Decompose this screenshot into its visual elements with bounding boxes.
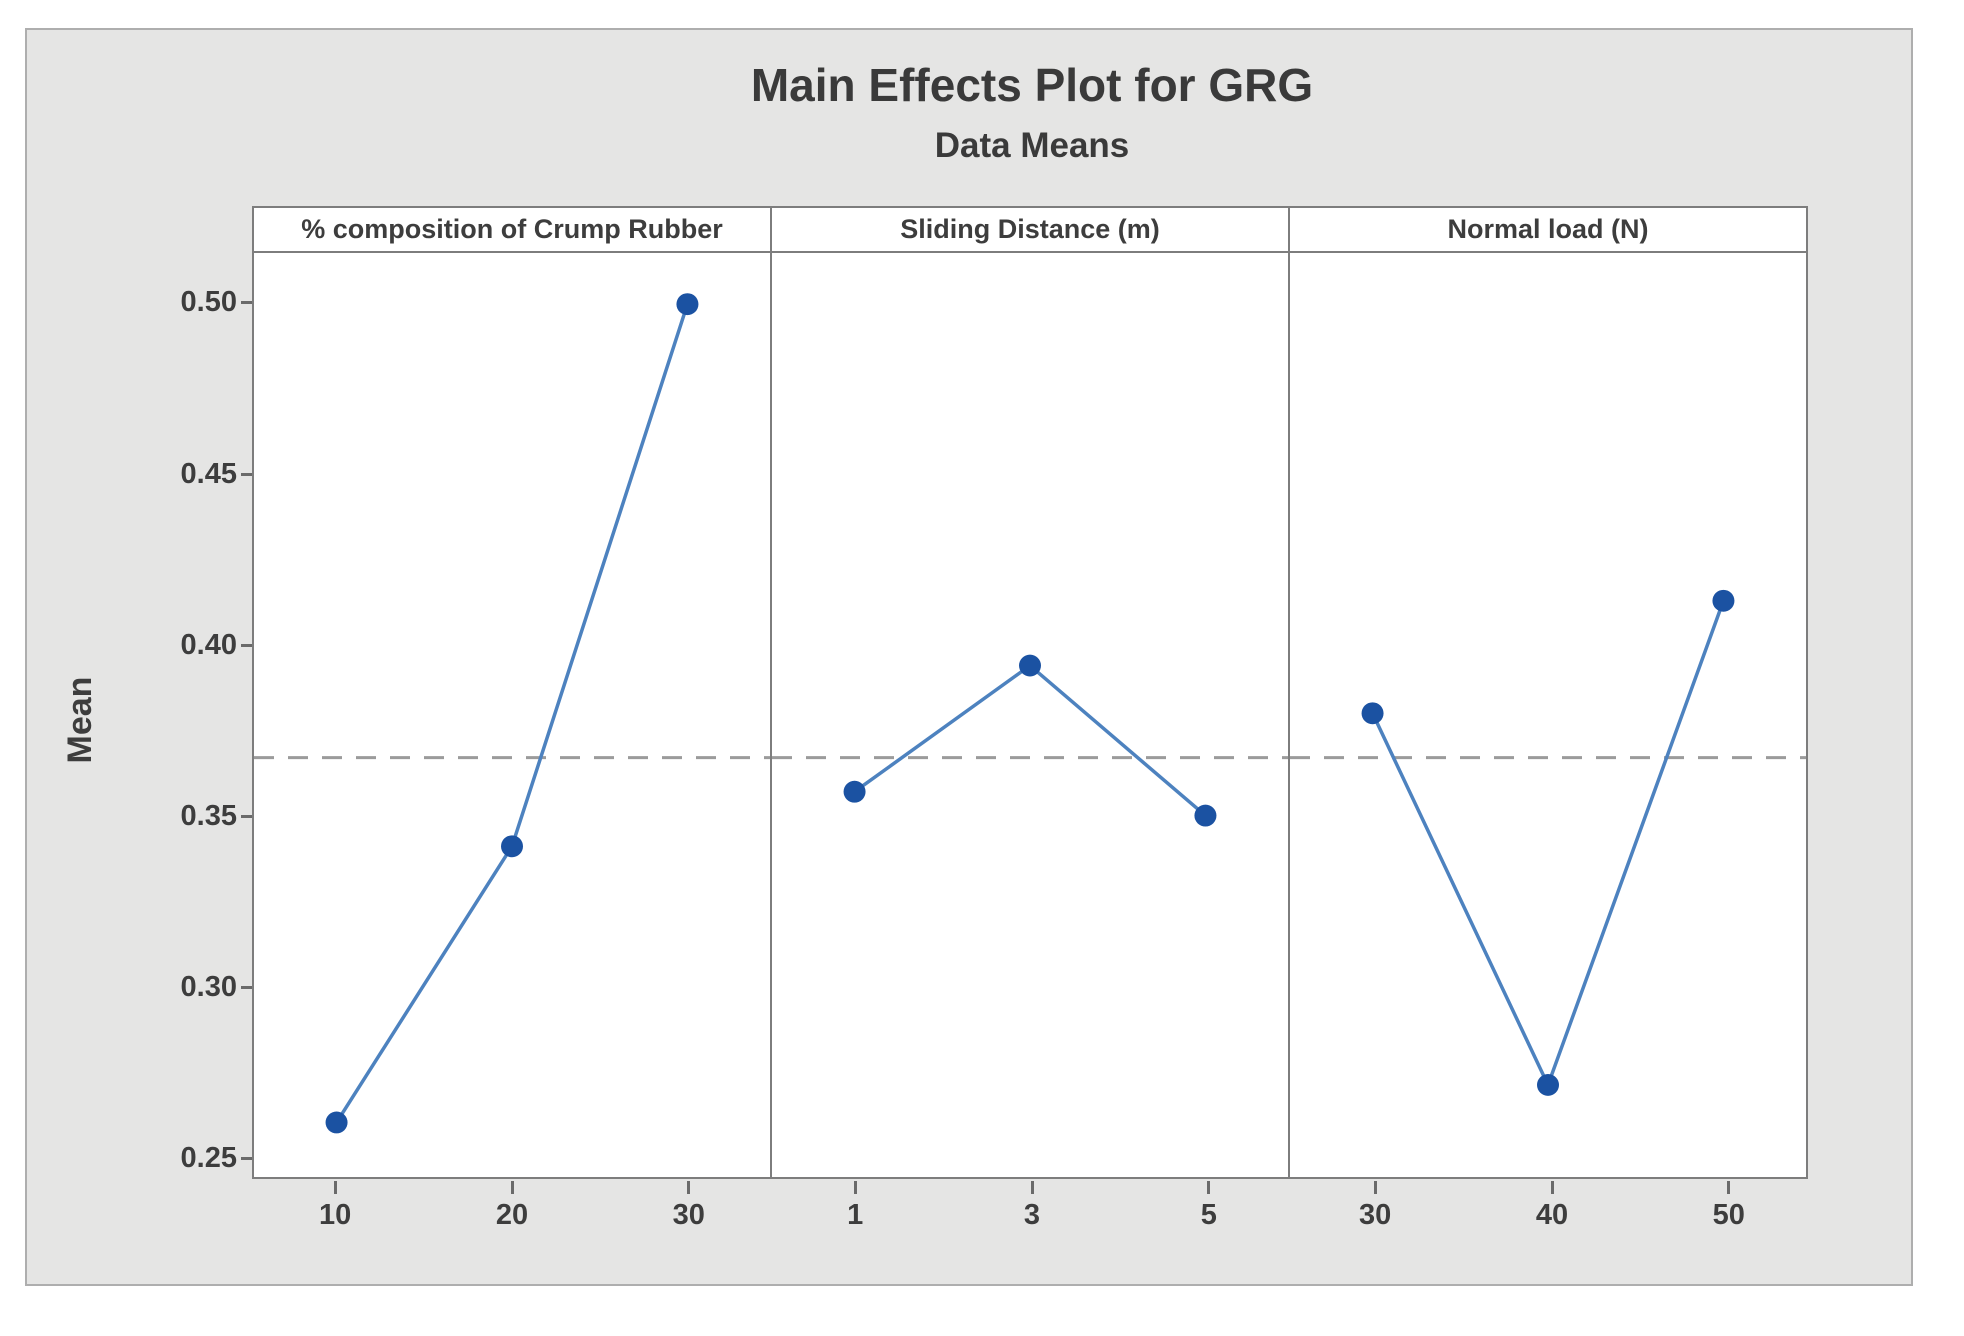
x-tick-mark xyxy=(687,1181,691,1194)
series-line xyxy=(1370,600,1726,1090)
figure-canvas: Main Effects Plot for GRG Data Means Mea… xyxy=(25,28,1913,1286)
data-point-marker xyxy=(1537,1073,1559,1096)
y-axis-label: Mean xyxy=(60,676,99,764)
x-tick-label: 1 xyxy=(847,1199,864,1231)
chart-subtitle: Data Means xyxy=(934,126,1130,165)
x-tick-mark xyxy=(510,1181,514,1194)
panel-series-svg xyxy=(772,654,1288,827)
x-tick-label: 50 xyxy=(1712,1199,1745,1231)
y-tick-mark xyxy=(241,986,252,990)
x-tick-label: 10 xyxy=(319,1199,352,1231)
y-tick-mark xyxy=(241,301,252,305)
data-point-marker xyxy=(1019,654,1041,677)
panel-plot-area xyxy=(772,253,1288,1177)
panel-normal-load: Normal load (N) xyxy=(1288,206,1808,1179)
x-tick-mark xyxy=(333,1181,337,1194)
x-tick-label: 30 xyxy=(672,1199,705,1231)
y-tick-mark xyxy=(241,643,252,647)
y-tick-mark xyxy=(241,472,252,476)
data-point-marker xyxy=(501,835,523,858)
x-tick-mark xyxy=(853,1181,857,1194)
y-tick-label: 0.40 xyxy=(180,628,237,661)
data-point-marker xyxy=(676,293,699,316)
y-tick-mark xyxy=(241,1157,252,1161)
data-point-marker xyxy=(1361,702,1384,725)
chart-title: Main Effects Plot for GRG xyxy=(750,59,1314,111)
panel-crump-rubber: % composition of Crump Rubber xyxy=(252,206,772,1179)
x-tick-label: 40 xyxy=(1535,1199,1569,1231)
x-tick-mark xyxy=(1030,1181,1034,1194)
data-point-marker xyxy=(843,780,866,803)
x-tick-mark xyxy=(1550,1181,1554,1194)
data-point-marker xyxy=(325,1111,348,1134)
panel-plot-area xyxy=(1290,253,1806,1177)
x-tick-label: 30 xyxy=(1359,1199,1392,1231)
x-tick-label: 20 xyxy=(495,1199,529,1231)
panel-plot-area xyxy=(254,253,770,1177)
plot-region: % composition of Crump Rubber Sliding Di… xyxy=(252,206,1812,1179)
data-point-marker xyxy=(1712,589,1735,612)
panel-header: Sliding Distance (m) xyxy=(772,208,1288,253)
y-tick-label: 0.50 xyxy=(180,286,237,319)
x-tick-mark xyxy=(1373,1181,1377,1194)
panel-sliding-distance: Sliding Distance (m) xyxy=(770,206,1290,1179)
y-tick-label: 0.35 xyxy=(180,800,237,833)
x-tick-mark xyxy=(1727,1181,1731,1194)
y-tick-mark xyxy=(241,815,252,819)
x-tick-label: 3 xyxy=(1023,1199,1041,1231)
x-tick-mark xyxy=(1207,1181,1211,1194)
data-point-marker xyxy=(1194,804,1217,827)
panel-header: Normal load (N) xyxy=(1290,208,1806,253)
x-tick-label: 5 xyxy=(1200,1199,1217,1231)
panel-header: % composition of Crump Rubber xyxy=(254,208,770,253)
y-tick-label: 0.30 xyxy=(180,971,237,1004)
y-tick-label: 0.45 xyxy=(180,457,237,490)
panel-series-svg xyxy=(254,293,770,1134)
panel-series-svg xyxy=(1290,589,1806,1096)
series-line xyxy=(853,663,1207,817)
y-tick-label: 0.25 xyxy=(180,1142,237,1175)
series-line xyxy=(335,303,690,1124)
